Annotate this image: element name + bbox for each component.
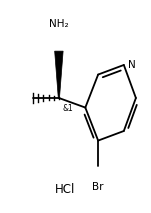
Text: HCl: HCl bbox=[55, 183, 75, 196]
Text: Br: Br bbox=[92, 182, 104, 192]
Polygon shape bbox=[55, 51, 63, 98]
Text: N: N bbox=[128, 60, 135, 70]
Text: &1: &1 bbox=[63, 104, 73, 113]
Text: NH₂: NH₂ bbox=[49, 19, 69, 29]
